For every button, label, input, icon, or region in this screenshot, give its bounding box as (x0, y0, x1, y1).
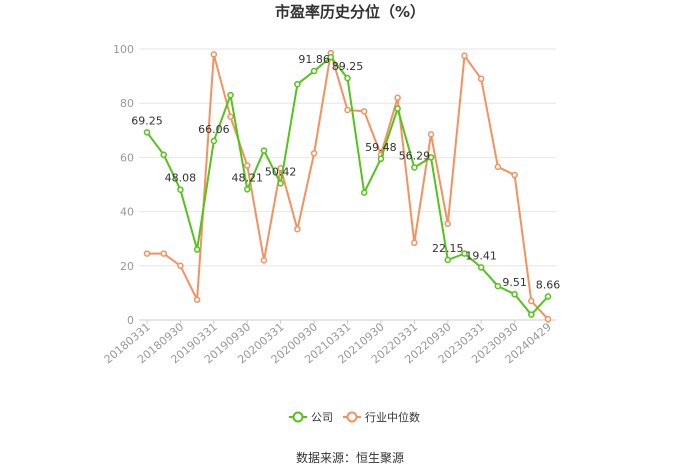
data-label-6: 48.21 (232, 171, 264, 184)
data-label-12: 89.25 (332, 60, 364, 73)
series-0-point-1 (160, 151, 167, 158)
data-label-22: 9.51 (502, 276, 527, 289)
series-0-point-15 (394, 105, 401, 112)
y-tick-label-2: 40 (120, 206, 134, 219)
series-0-point-3 (193, 246, 201, 253)
series-1-point-12 (344, 106, 351, 114)
data-label-16: 56.29 (399, 149, 431, 162)
series-1-point-23 (528, 297, 535, 305)
data-label-0: 69.25 (131, 114, 163, 127)
y-tick-label-1: 20 (120, 260, 134, 273)
data-label-18: 22.15 (432, 242, 464, 255)
series-1-point-6 (244, 162, 251, 169)
series-1-point-19 (461, 52, 468, 60)
series-1-point-24 (544, 315, 552, 323)
series-1-point-22 (511, 171, 518, 179)
series-line-0 (146, 56, 549, 316)
y-tick-label-3: 60 (120, 151, 134, 164)
data-label-2: 48.08 (165, 172, 197, 185)
series-0-point-19 (461, 250, 468, 257)
series-0-point-23 (528, 311, 535, 318)
series-1-point-0 (143, 250, 151, 257)
y-axis: 0 20 40 60 80 100 (113, 43, 134, 327)
series-0-point-14 (377, 155, 385, 163)
series-1-point-2 (177, 262, 184, 270)
series-0-point-13 (360, 189, 368, 196)
legend-item-company[interactable]: 公司 (289, 411, 333, 424)
series-1-point-18 (444, 220, 451, 228)
series-0-point-4 (210, 137, 218, 145)
series-1-point-9 (294, 225, 301, 233)
y-tick-label-4: 80 (120, 97, 134, 110)
series-0-point-16 (411, 164, 418, 171)
legend-industry-marker (346, 411, 358, 423)
series-0-point-0 (143, 129, 151, 136)
series-0-point-2 (177, 186, 184, 193)
series-0-point-22 (511, 290, 518, 298)
y-tick-label-5: 100 (113, 43, 134, 56)
data-label-8: 50.42 (265, 165, 297, 178)
series-0-point-6 (244, 186, 251, 193)
series-0-point-20 (477, 264, 485, 271)
grid-lines (139, 48, 556, 321)
chart-title: 市盈率历史分位（%） (275, 3, 425, 21)
data-label-20: 19.41 (465, 249, 497, 262)
series-1-point-21 (494, 163, 502, 171)
series-0-point-18 (444, 256, 451, 264)
series-0-point-7 (260, 147, 268, 154)
data-label-24: 8.66 (536, 279, 561, 292)
series-1-point-17 (427, 131, 435, 138)
series-0-point-24 (544, 293, 552, 300)
series-1-point-4 (210, 51, 218, 58)
series-0-point-10 (310, 67, 318, 75)
series-0-point-21 (494, 282, 502, 290)
series-1-point-3 (193, 296, 201, 303)
legend-industry-label: 行业中位数 (365, 410, 420, 424)
series-0-point-8 (277, 180, 284, 187)
series-1-point-15 (394, 94, 401, 102)
series-1-point-5 (227, 113, 234, 120)
series-1-point-1 (160, 250, 167, 257)
series-0-point-9 (294, 80, 301, 88)
data-label-4: 66.06 (198, 123, 230, 136)
x-axis: 2018033120180930201903312019093020200331… (102, 319, 556, 366)
series-1-point-13 (360, 108, 368, 115)
series-0-point-17 (427, 154, 435, 161)
legend[interactable]: 公司 行业中位数 (289, 410, 420, 424)
series-0-point-5 (227, 91, 234, 99)
series-1-point-10 (310, 150, 318, 157)
data-label-10: 91.86 (298, 53, 330, 66)
legend-company-marker (292, 411, 304, 423)
series-1-point-7 (260, 257, 268, 264)
series-0-point-11 (327, 53, 335, 61)
data-source: 数据来源：恒生聚源 (296, 450, 404, 465)
series-0-point-12 (344, 74, 351, 82)
series-1-point-20 (477, 75, 485, 83)
legend-item-industry-median[interactable]: 行业中位数 (343, 410, 420, 424)
y-tick-label-0: 0 (127, 314, 134, 327)
legend-company-label: 公司 (311, 411, 333, 424)
series-layer (143, 49, 552, 323)
data-label-14: 59.48 (365, 141, 397, 154)
series-1-point-16 (411, 239, 418, 247)
